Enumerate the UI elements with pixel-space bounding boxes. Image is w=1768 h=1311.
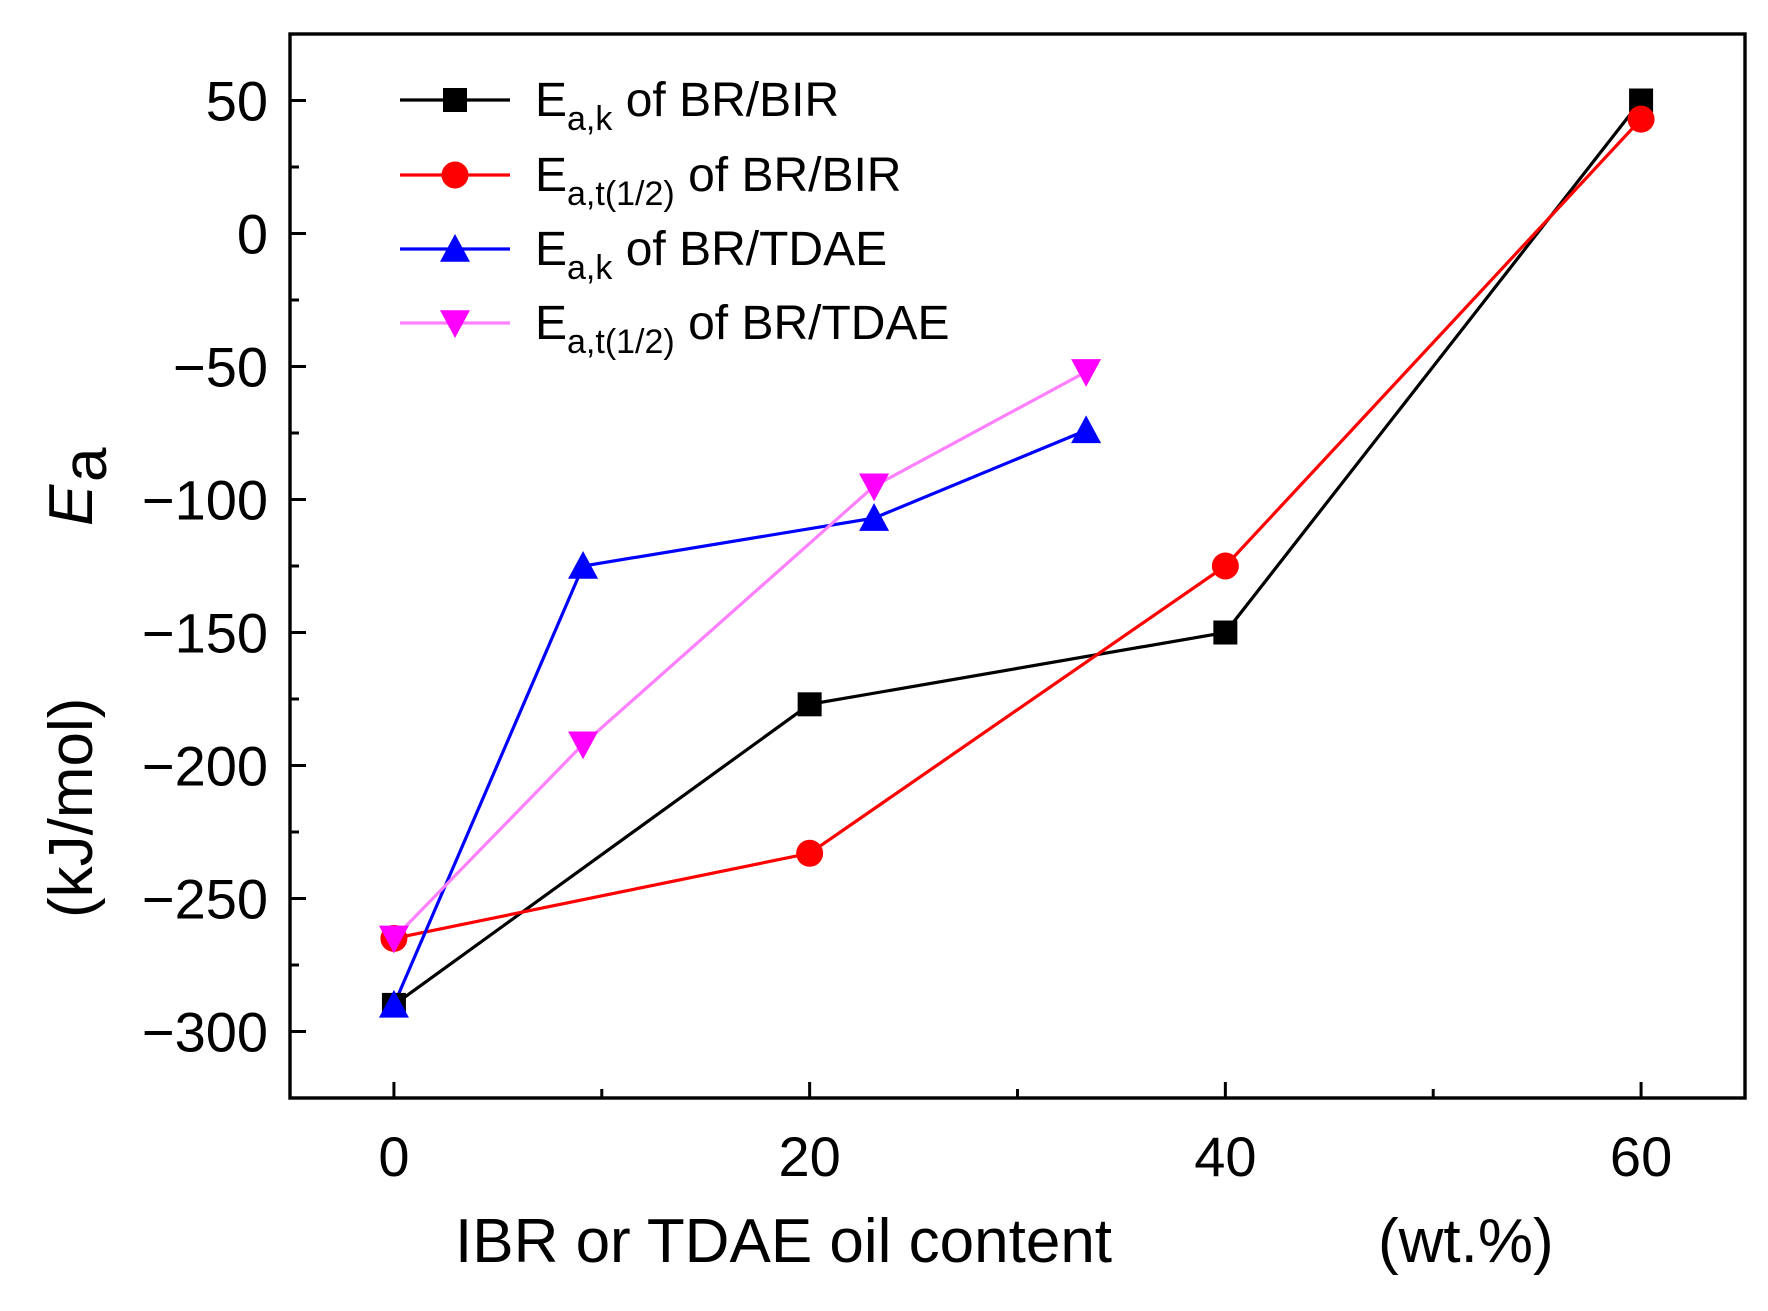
legend-label: Ea,t(1/2) of BR/BIR	[535, 149, 901, 213]
x-tick-label: 20	[778, 1125, 840, 1188]
legend: Ea,k of BR/BIR Ea,t(1/2) of BR/BIR Ea,k of…	[400, 74, 949, 361]
legend-item-3: Ea,k of BR/TDAE	[400, 223, 887, 287]
series-2-point-2	[796, 839, 824, 867]
legend-item-2: Ea,t(1/2) of BR/BIR	[400, 149, 901, 213]
axes-group	[288, 32, 1747, 1100]
series-line-3	[392, 428, 1087, 1006]
legend-item-1: Ea,k of BR/BIR	[400, 74, 839, 138]
series-group	[378, 88, 1655, 1018]
legend-label: Ea,k of BR/BIR	[535, 74, 839, 138]
series-4-point-1	[378, 925, 409, 954]
series-4-point-4	[1071, 359, 1102, 387]
series-3-point-4	[1071, 415, 1102, 444]
y-tick-label: 0	[237, 203, 268, 266]
y-tick-label: −300	[142, 1001, 268, 1064]
series-line-1	[392, 99, 1643, 1007]
y-axis-symbol: E	[37, 484, 106, 526]
y-axis-title: Ea (kJ/mol)	[37, 447, 120, 918]
y-tick-label: −250	[142, 868, 268, 931]
legend-marker-4	[440, 310, 470, 338]
series-2-point-3	[1211, 552, 1239, 580]
legend-marker-1	[443, 88, 467, 112]
series-4-point-3	[859, 473, 890, 502]
y-axis-subscript: a	[51, 447, 120, 482]
series-4-point-2	[568, 731, 599, 760]
labels-group: 0 20 40 60 50 0 −50 −100 −150 −200 −250 −300 IBR or …	[37, 70, 1672, 1277]
legend-label: Ea,t(1/2) of BR/TDAE	[535, 297, 949, 361]
series-2-point-4	[1627, 105, 1655, 133]
legend-marker-3	[440, 234, 470, 262]
series-3-point-1	[378, 989, 409, 1018]
y-tick-label: −50	[173, 336, 268, 399]
series-line-4	[392, 370, 1087, 940]
y-tick-label: −200	[142, 735, 268, 798]
x-axis-title: IBR or TDAE oil content	[455, 1207, 1112, 1276]
series-1-point-2	[797, 692, 822, 717]
y-axis-unit: (kJ/mol)	[37, 698, 106, 918]
series-line-2	[393, 118, 1643, 940]
series-3-point-3	[859, 503, 890, 531]
x-axis-unit: (wt.%)	[1378, 1207, 1554, 1276]
legend-marker-2	[441, 161, 469, 189]
legend-item-4: Ea,t(1/2) of BR/TDAE	[400, 297, 949, 361]
legend-label: Ea,k of BR/TDAE	[535, 223, 887, 287]
series-1-point-3	[1213, 620, 1238, 645]
y-tick-label: −100	[142, 469, 268, 532]
x-tick-label: 60	[1610, 1125, 1672, 1188]
y-tick-label: 50	[206, 70, 268, 133]
series-3-point-2	[568, 551, 599, 579]
x-tick-label: 40	[1194, 1125, 1256, 1188]
y-tick-label: −150	[142, 602, 268, 665]
x-tick-label: 0	[378, 1125, 409, 1188]
